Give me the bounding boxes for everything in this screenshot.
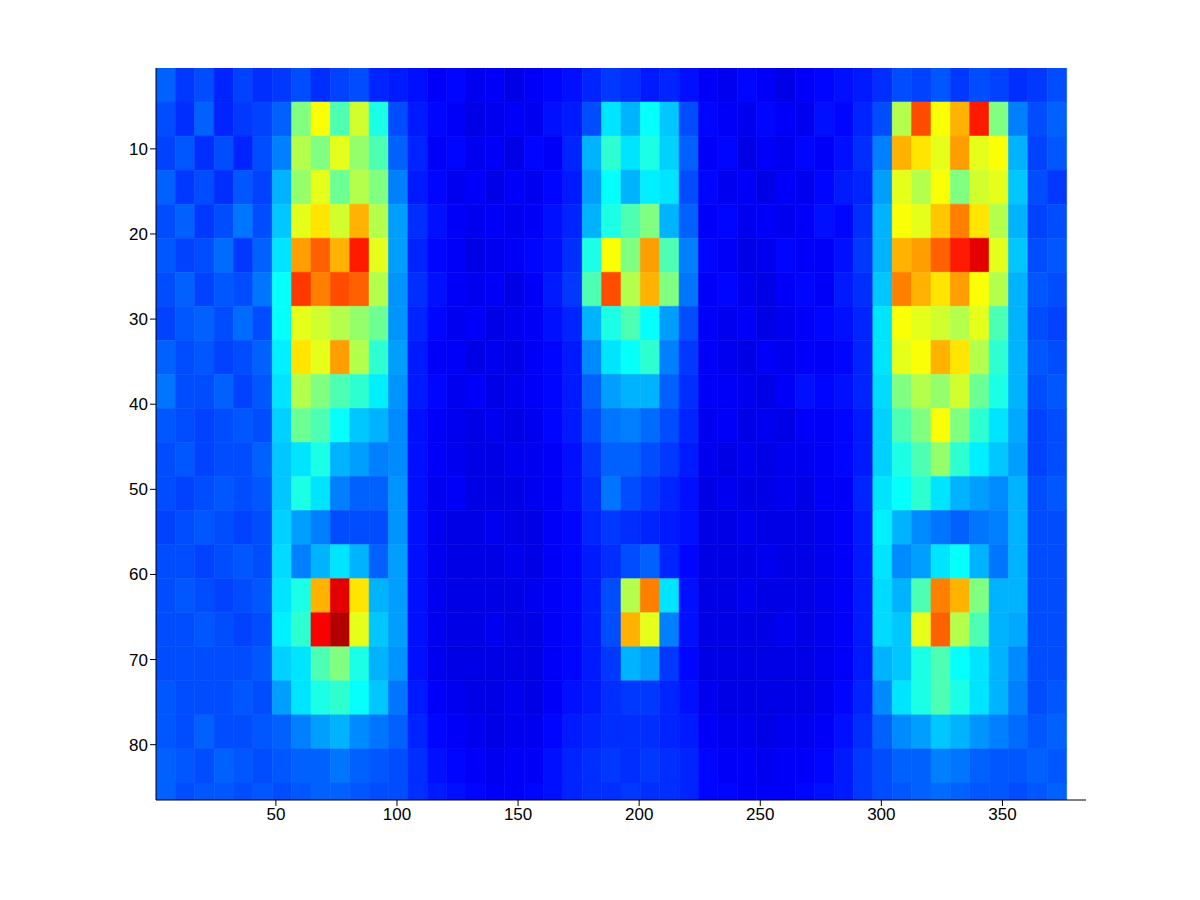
svg-text:250: 250 bbox=[746, 805, 774, 824]
svg-text:300: 300 bbox=[867, 805, 895, 824]
svg-text:50: 50 bbox=[129, 480, 148, 499]
svg-text:10: 10 bbox=[129, 140, 148, 159]
svg-text:50: 50 bbox=[266, 805, 285, 824]
svg-text:150: 150 bbox=[504, 805, 532, 824]
svg-text:60: 60 bbox=[129, 565, 148, 584]
svg-text:70: 70 bbox=[129, 651, 148, 670]
svg-text:350: 350 bbox=[988, 805, 1016, 824]
svg-text:200: 200 bbox=[625, 805, 653, 824]
svg-text:80: 80 bbox=[129, 736, 148, 755]
svg-text:30: 30 bbox=[129, 310, 148, 329]
svg-text:20: 20 bbox=[129, 225, 148, 244]
svg-text:40: 40 bbox=[129, 395, 148, 414]
svg-text:100: 100 bbox=[383, 805, 411, 824]
